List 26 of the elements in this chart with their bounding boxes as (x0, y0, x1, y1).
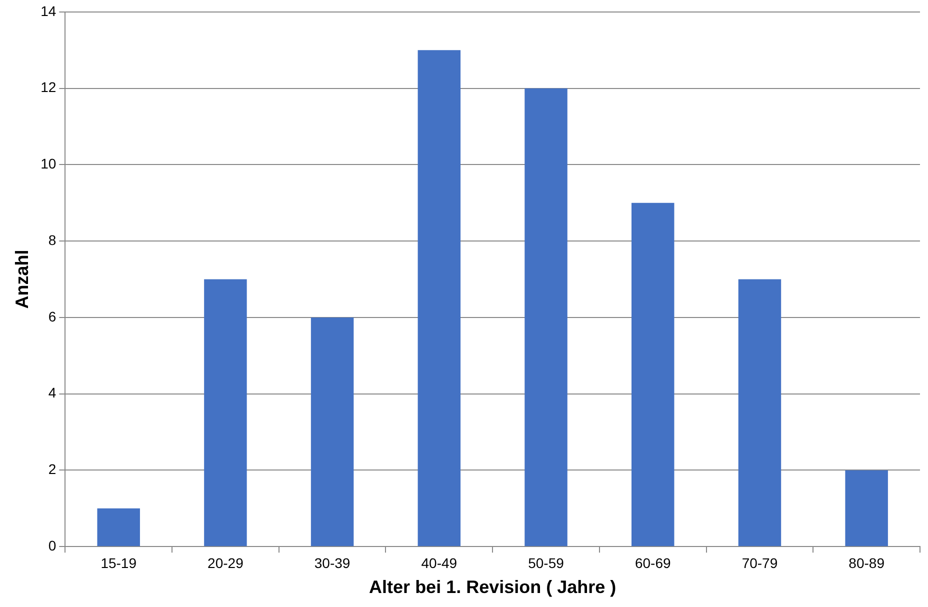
x-tick-label: 70-79 (742, 554, 778, 571)
y-tick-label: 8 (48, 232, 56, 248)
bar (631, 202, 674, 546)
x-tick-label: 50-59 (528, 554, 564, 571)
y-tick-label: 2 (48, 461, 56, 478)
x-tick-label: 15-19 (100, 554, 137, 571)
x-tick-label: 20-29 (208, 554, 244, 571)
y-tick-label: 6 (48, 308, 56, 324)
x-tick-label: 60-69 (634, 554, 671, 571)
x-axis-title: Alter bei 1. Revision ( Jahre ) (369, 577, 616, 598)
y-tick-label: 0 (48, 537, 56, 554)
bar (310, 317, 354, 546)
y-tick-label: 12 (40, 79, 56, 96)
x-tick-label: 80-89 (848, 554, 885, 571)
bar (97, 508, 140, 546)
bar (845, 470, 888, 546)
x-tick-label: 30-39 (314, 554, 350, 571)
bar (738, 279, 782, 546)
y-axis-title: Anzahl (12, 250, 32, 309)
x-tick-label: 40-49 (421, 554, 458, 571)
bar (524, 88, 568, 546)
y-tick-label: 4 (48, 384, 56, 401)
y-tick-label: 10 (40, 156, 56, 172)
bar (204, 279, 247, 546)
y-tick-label: 14 (40, 2, 56, 19)
bar (418, 50, 461, 546)
